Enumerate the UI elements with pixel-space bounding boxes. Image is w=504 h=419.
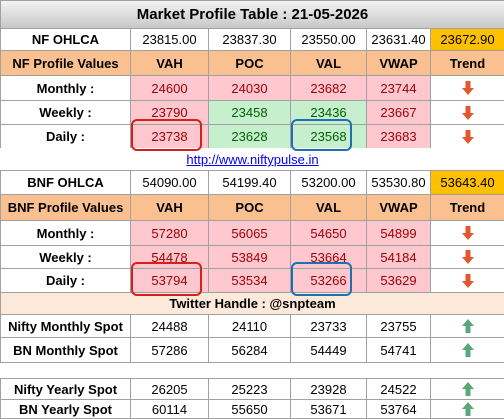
trend-arrow [461,250,474,264]
value-cell: 24110 [208,314,291,338]
value-cell: 54478 [130,245,209,269]
trend-arrow [461,129,474,144]
row-label: Nifty Yearly Spot [0,378,131,400]
value-cell: 23682 [290,75,367,101]
trend-arrow [461,343,474,357]
trend-arrow [461,273,474,288]
trend-arrow [461,319,474,333]
highlight-box [291,119,352,151]
ohlca-value: 23672.90 [430,28,504,51]
trend-arrow [461,382,474,396]
row-label: Daily : [0,268,131,293]
ohlca-value: 53200.00 [290,170,367,195]
trend-cell [430,245,504,269]
trend-cell [430,399,504,419]
column-header: Trend [430,50,504,76]
row-label: Weekly : [0,100,131,125]
trend-cell [430,268,504,293]
value-cell: 54650 [290,220,367,246]
ohlca-label: NF OHLCA [0,28,131,51]
trend-arrow [461,81,474,95]
column-header: VWAP [366,194,431,221]
value-cell: 56065 [208,220,291,246]
highlight-box [131,119,202,151]
highlight-box [291,262,352,296]
trend-cell [430,337,504,363]
trend-cell [430,100,504,125]
ohlca-value: 54199.40 [208,170,291,195]
value-cell: 56284 [208,337,291,363]
trend-cell [430,314,504,338]
trend-arrow [461,105,474,120]
ohlca-value: 53643.40 [430,170,504,195]
value-cell: 23738 [130,124,209,149]
value-cell: 53671 [290,399,367,419]
value-cell: 23928 [290,378,367,400]
value-cell: 25223 [208,378,291,400]
value-cell: 54184 [366,245,431,269]
value-cell: 23458 [208,100,291,125]
column-header: VAL [290,194,367,221]
trend-cell [430,220,504,246]
column-header: Trend [430,194,504,221]
row-label: Nifty Monthly Spot [0,314,131,338]
row-label: BN Yearly Spot [0,399,131,419]
value-cell: 24030 [208,75,291,101]
column-header: VAL [290,50,367,76]
value-cell: 53849 [208,245,291,269]
value-cell: 23628 [208,124,291,149]
ohlca-label: BNF OHLCA [0,170,131,195]
value-cell: 53534 [208,268,291,293]
ohlca-value: 23631.40 [366,28,431,51]
trend-arrow [461,226,474,240]
value-cell: 23683 [366,124,431,149]
value-cell: 57280 [130,220,209,246]
value-cell: 24488 [130,314,209,338]
value-cell: 23755 [366,314,431,338]
column-header: POC [208,50,291,76]
value-cell: 60114 [130,399,209,419]
value-cell: 53629 [366,268,431,293]
twitter-handle: Twitter Handle : @snpteam [0,292,504,315]
ohlca-value: 23550.00 [290,28,367,51]
value-cell: 53764 [366,399,431,419]
ohlca-value: 23837.30 [208,28,291,51]
row-label: Weekly : [0,245,131,269]
value-cell: 23733 [290,314,367,338]
link[interactable]: http://www.niftypulse.in [0,148,504,171]
value-cell: 53794 [130,268,209,293]
ohlca-value: 54090.00 [130,170,209,195]
title: Market Profile Table : 21-05-2026 [0,0,504,29]
column-header: NF Profile Values [0,50,131,76]
column-header: BNF Profile Values [0,194,131,221]
value-cell: 23667 [366,100,431,125]
value-cell: 54741 [366,337,431,363]
row-label: BN Monthly Spot [0,337,131,363]
ohlca-value: 23815.00 [130,28,209,51]
value-cell: 24522 [366,378,431,400]
value-cell: 24600 [130,75,209,101]
value-cell: 55650 [208,399,291,419]
column-header: VAH [130,50,209,76]
trend-cell [430,378,504,400]
row-label: Monthly : [0,220,131,246]
value-cell: 54449 [290,337,367,363]
row-label: Daily : [0,124,131,149]
value-cell: 54899 [366,220,431,246]
value-cell: 57286 [130,337,209,363]
value-cell: 23744 [366,75,431,101]
column-header: VWAP [366,50,431,76]
column-header: POC [208,194,291,221]
column-header: VAH [130,194,209,221]
trend-arrow [461,402,474,416]
highlight-box [131,262,202,296]
value-cell: 53664 [290,245,367,269]
row-label: Monthly : [0,75,131,101]
value-cell: 26205 [130,378,209,400]
trend-cell [430,124,504,149]
ohlca-value: 53530.80 [366,170,431,195]
trend-cell [430,75,504,101]
